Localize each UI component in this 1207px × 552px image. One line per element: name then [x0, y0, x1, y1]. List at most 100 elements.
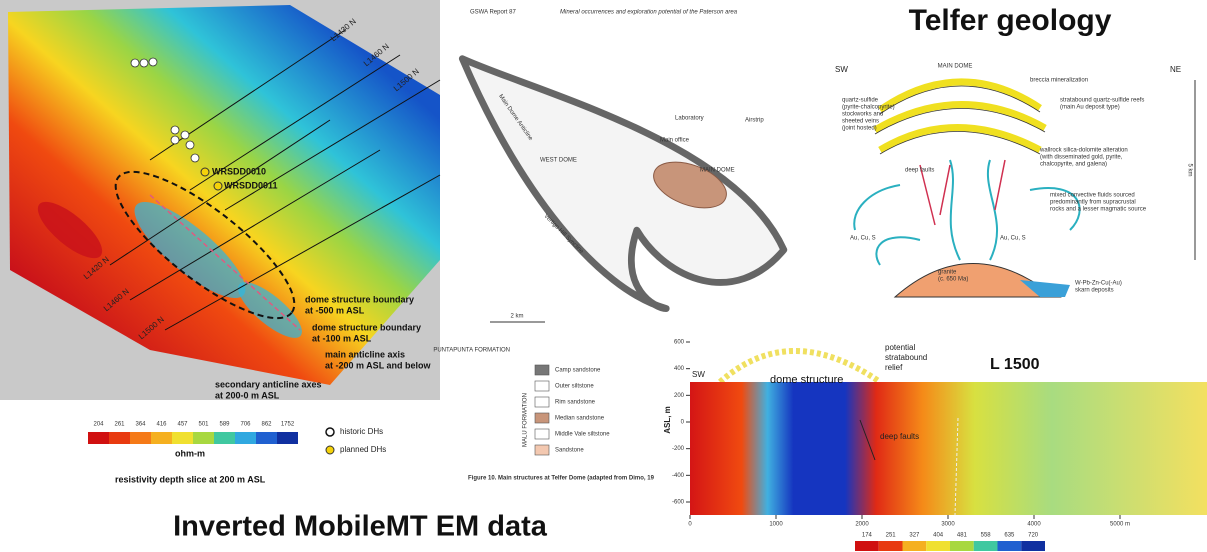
legend-label: Camp sandstone [555, 368, 601, 374]
geology-label: (pyrite-chalcopyrite) [842, 105, 895, 111]
colorbar-swatch [902, 541, 927, 551]
geology-label: sheeted veins [842, 119, 879, 125]
colorbar-label: 204 [93, 422, 104, 428]
x-tick-label: 3000 [941, 522, 955, 528]
colorbar-label: 404 [933, 533, 944, 539]
section-image [690, 382, 1207, 515]
median-sandstone [653, 161, 727, 209]
geology-label: breccia mineralization [1030, 78, 1088, 84]
fluid-arrows [853, 159, 1081, 266]
side-label: SW [835, 65, 848, 74]
resistivity-slice [8, 5, 440, 385]
colorbar-label: 862 [261, 422, 272, 428]
colorbar-label: 327 [909, 533, 920, 539]
legend-label: Outer siltstone [555, 384, 594, 390]
anticline-axis [149, 194, 301, 331]
x-tick-label: 4000 [1027, 522, 1041, 528]
section-label: dome structure [770, 374, 843, 386]
y-tick-label: 0 [681, 420, 685, 426]
map-label: WEST DOME [540, 158, 577, 164]
colorbar-swatch [973, 541, 998, 551]
title: Telfer geology [909, 4, 1112, 37]
reef-arcs [873, 78, 1047, 154]
geology-label: predominantly from supracrustal [1050, 200, 1136, 206]
legend-heading: MALU FORMATION [523, 393, 529, 447]
colorbar-swatch [193, 432, 214, 444]
legend-swatch [534, 380, 550, 392]
anomaly [37, 201, 103, 259]
colorbar-swatch [950, 541, 974, 551]
legend-label: historic DHs [340, 427, 383, 436]
legend-symbol [325, 445, 335, 455]
y-tick-label: -600 [672, 500, 685, 506]
dome-outline [458, 55, 788, 313]
geology-diagram: Telfer geology 5 km SW NE MAIN DOME brec… [835, 4, 1196, 298]
annotation: at -500 m ASL [305, 305, 365, 315]
annotation: dome structure boundary [305, 294, 414, 304]
legend-label: Rim sandstone [555, 400, 596, 406]
legend-swatch [534, 396, 550, 408]
legend-symbol [325, 427, 335, 437]
colorbar: 204 261 364 416 457 501 589 706 862 1752 [88, 422, 298, 444]
colorbar-swatch [109, 432, 130, 444]
legend-swatch [534, 364, 550, 376]
colorbar-swatch [151, 432, 172, 444]
faults [919, 159, 1006, 226]
colorbar-swatch [855, 541, 879, 551]
annotation: dome structure boundary [312, 322, 421, 332]
relief-label: potential [885, 343, 915, 352]
side-label: SW [692, 370, 705, 379]
map-label: Main office [660, 138, 690, 144]
colorbar-label: 416 [156, 422, 167, 428]
geology-label: (joint hosted) [842, 126, 877, 132]
drillhole-label: WRSDD0010 [212, 166, 266, 176]
resistivity-map: L1430 N L1460 N L1500 N L1420 N L1460 N … [0, 0, 441, 484]
colorbar-label: 720 [1028, 533, 1039, 539]
colorbar-swatch [1021, 541, 1045, 551]
planned-dh [213, 181, 223, 191]
scale-label: 2 km [510, 314, 523, 320]
colorbar-swatch [88, 432, 109, 444]
geology-label: (with disseminated gold, pyrite, [1040, 155, 1123, 161]
map-label: MAIN DOME [700, 168, 735, 174]
annotation: at -200 m ASL and below [325, 360, 432, 370]
anomaly [134, 201, 246, 299]
colorbar-label: 174 [862, 533, 873, 539]
geology-label: Au, Cu, S [850, 236, 876, 242]
geology-label: stockworks and [842, 112, 883, 118]
map-label: Laboratory [675, 116, 704, 122]
dome-label: MAIN DOME [938, 64, 973, 70]
geology-label: wallrock silica-dolomite alteration [1039, 148, 1128, 154]
historic-dhs [130, 57, 200, 163]
geology-label: (c. 650 Ma) [938, 277, 968, 283]
unit: ohm-m [175, 448, 205, 458]
geology-label: quartz-sulfide [842, 98, 879, 104]
y-tick-label: -400 [672, 473, 685, 479]
colorbar-label: 501 [198, 422, 209, 428]
legend-swatch [534, 412, 550, 424]
section-title: L 1500 [990, 356, 1040, 373]
map-label: Airstrip [745, 118, 764, 124]
geology-label: granite [938, 270, 957, 276]
colorbar-label: 558 [981, 533, 992, 539]
colorbar-label: 706 [240, 422, 251, 428]
header: GSWA Report 87 [470, 10, 516, 16]
geology-label: mixed convective fluids sourced [1050, 193, 1135, 199]
colorbar-swatch [997, 541, 1022, 551]
legend-label: Sandstone [555, 448, 584, 454]
y-axis-label: ASL, m [663, 406, 672, 434]
header: Mineral occurrences and exploration pote… [560, 10, 738, 16]
skarn [1020, 280, 1070, 297]
legend-label: Middle Vale siltstone [555, 432, 610, 438]
y-tick-label: 600 [674, 340, 685, 346]
colorbar-swatch [214, 432, 235, 444]
x-tick-label: 1000 [769, 522, 783, 528]
x-tick-label: 0 [688, 522, 692, 528]
y-tick-label: 200 [674, 393, 685, 399]
colorbar-swatch [130, 432, 151, 444]
geology-labels: breccia mineralization quartz-sulfide(pyr… [842, 78, 1147, 294]
annotation: secondary anticline axes [215, 379, 322, 389]
